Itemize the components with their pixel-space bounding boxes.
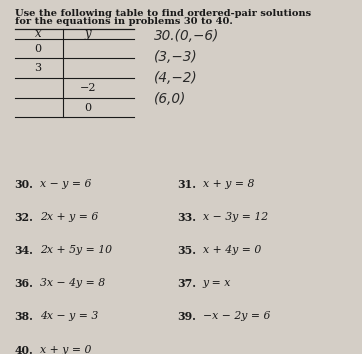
Text: 0: 0 <box>34 44 42 54</box>
Text: (4,−2): (4,−2) <box>154 71 198 85</box>
Text: 32.: 32. <box>15 212 34 223</box>
Text: y = x: y = x <box>202 278 231 288</box>
Text: for the equations in problems 30 to 40.: for the equations in problems 30 to 40. <box>15 17 232 26</box>
Text: 4x − y = 3: 4x − y = 3 <box>39 312 98 321</box>
Text: 30.: 30. <box>15 179 34 190</box>
Text: 33.: 33. <box>178 212 197 223</box>
Text: x + y = 0: x + y = 0 <box>39 345 91 354</box>
Text: 39.: 39. <box>178 312 197 322</box>
Text: (3,−3): (3,−3) <box>154 50 198 64</box>
Text: 0: 0 <box>84 103 91 113</box>
Text: (6,0): (6,0) <box>154 92 187 106</box>
Text: x + 4y = 0: x + 4y = 0 <box>202 245 261 255</box>
Text: 2x + 5y = 10: 2x + 5y = 10 <box>39 245 111 255</box>
Text: −x − 2y = 6: −x − 2y = 6 <box>202 312 270 321</box>
Text: 37.: 37. <box>178 278 197 289</box>
Text: 3x − 4y = 8: 3x − 4y = 8 <box>39 278 105 288</box>
Text: 36.: 36. <box>15 278 34 289</box>
Text: 34.: 34. <box>15 245 34 256</box>
Text: x + y = 8: x + y = 8 <box>202 179 254 189</box>
Text: Use the following table to find ordered-pair solutions: Use the following table to find ordered-… <box>15 8 311 18</box>
Text: 2x + y = 6: 2x + y = 6 <box>39 212 98 222</box>
Text: 40.: 40. <box>15 345 33 354</box>
Text: 30.(0,−6): 30.(0,−6) <box>154 29 220 43</box>
Text: 3: 3 <box>34 63 42 73</box>
Text: 31.: 31. <box>178 179 197 190</box>
Text: x: x <box>35 27 41 40</box>
Text: −2: −2 <box>80 83 96 93</box>
Text: x − 3y = 12: x − 3y = 12 <box>202 212 268 222</box>
Text: 38.: 38. <box>15 312 34 322</box>
Text: 35.: 35. <box>178 245 197 256</box>
Text: x − y = 6: x − y = 6 <box>39 179 91 189</box>
Text: y: y <box>84 27 91 40</box>
